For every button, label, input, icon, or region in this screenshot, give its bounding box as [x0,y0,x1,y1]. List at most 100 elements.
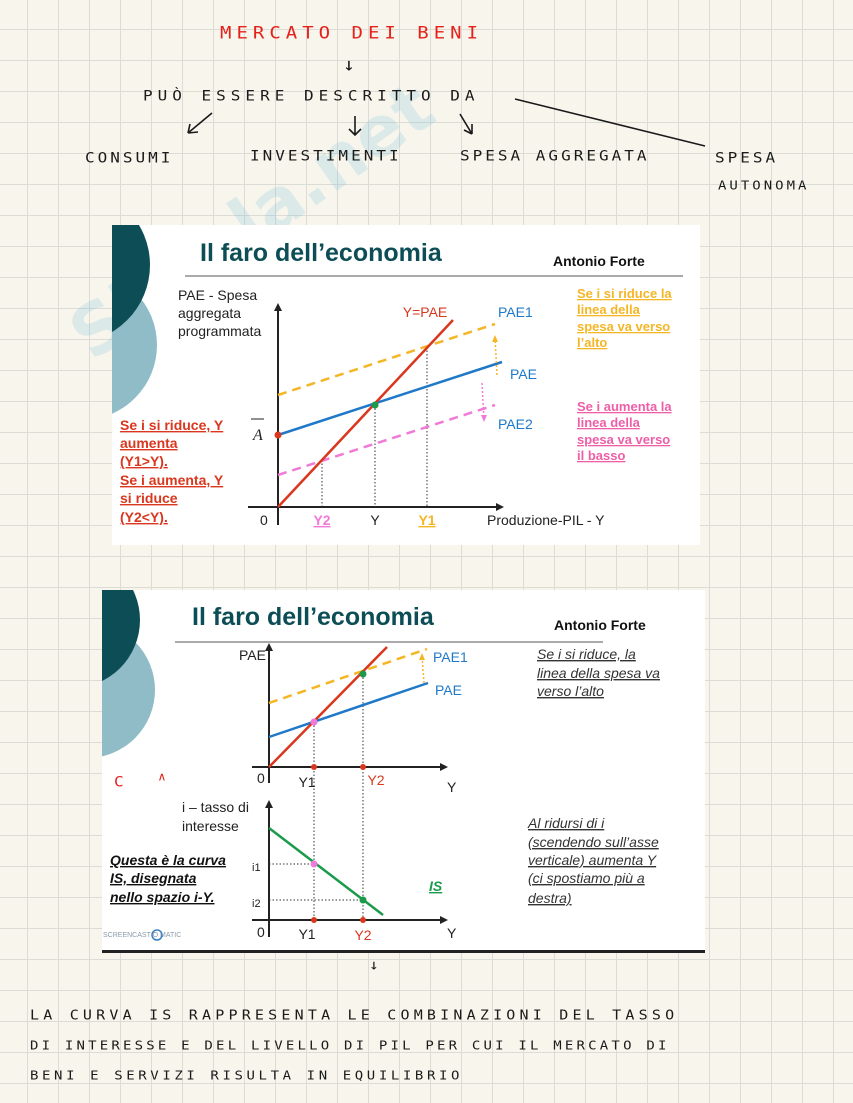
tick-y: Y [370,512,380,528]
label-pae: PAE [510,366,537,382]
screencast-logo-text: SCREENCAST O MATIC [103,932,181,939]
top-tick-y: Y [447,779,457,795]
arrow-consumi-icon [187,112,213,134]
svg-text:linea della: linea della [577,302,641,317]
equilibrium-point [371,401,379,409]
slide2-author: Antonio Forte [554,617,646,633]
svg-text:Al ridursi di i: Al ridursi di i [527,815,605,831]
label-pae: PAE [435,682,462,698]
points [310,670,367,923]
svg-text:linea della spesa va: linea della spesa va [537,665,660,681]
svg-text:aumenta: aumenta [120,435,178,451]
label-pae1: PAE1 [498,304,533,320]
bottom-y-label-2: interesse [182,818,239,834]
tick-origin: 0 [260,512,268,528]
arrow-investimenti-icon [348,116,362,137]
svg-text:Se i si riduce, Y: Se i si riduce, Y [120,417,224,433]
shift-up-arrow-icon [421,655,425,684]
margin-mark-caret: ∧ [158,770,169,785]
item-spesa: SPESA [715,148,779,167]
pae1-line [277,322,496,397]
shift-up-arrow-icon [494,336,498,376]
top-tick-origin: 0 [257,770,265,786]
notes-title: MERCATO DEI BENI [220,23,484,43]
svg-text:Se i aumenta la: Se i aumenta la [577,399,672,414]
note-down: Se i aumenta la linea della spesa va ver… [577,399,672,463]
svg-text:Se i si riduce, la: Se i si riduce, la [537,646,636,662]
label-pae2: PAE2 [498,416,533,432]
tick-y1: Y1 [418,512,435,528]
svg-text:si riduce: si riduce [120,490,178,506]
bottom-tick-y: Y [447,925,457,941]
line-to-spesa-autonoma [514,98,706,147]
label-y-eq-pae: Y=PAE [403,304,448,320]
pae-line [277,360,503,437]
slide2-graphic: Il faro dell’economia Antonio Forte PAE … [102,590,660,943]
svg-text:spesa va verso: spesa va verso [577,319,670,334]
svg-text:il basso: il basso [577,448,625,463]
top-tick-y1: Y1 [298,774,315,790]
y-eq-pae-line [277,319,454,508]
svg-text:(Y2<Y).: (Y2<Y). [120,509,168,525]
slide1-author: Antonio Forte [553,253,645,269]
label-pae1: PAE1 [433,649,468,665]
y-label-3: programmata [178,323,261,339]
bottom-tick-origin: 0 [257,924,265,940]
x-axis-arrow-icon [496,503,504,511]
svg-text:l’alto: l’alto [577,335,607,350]
shift-down-arrow-icon [481,382,485,421]
slide-1: Il faro dell’economia Antonio Forte PAE … [112,225,700,545]
bottom-tick-y1: Y1 [298,926,315,942]
is-label: IS [429,878,443,894]
tick-i2: i2 [252,898,261,910]
y-axis-arrow-icon [274,303,282,311]
svg-text:(ci spostiamo più a: (ci spostiamo più a [528,870,645,886]
svg-text:spesa va verso: spesa va verso [577,432,670,447]
item-autonoma: AUTONOMA [718,178,810,194]
slide-2: Il faro dell’economia Antonio Forte PAE … [102,590,705,953]
notes-line1: PUÒ ESSERE DESCRITTO DA [143,86,480,105]
pae-line [268,681,429,739]
svg-text:(scendendo sull’asse: (scendendo sull’asse [528,834,659,850]
svg-text:Se i aumenta, Y: Se i aumenta, Y [120,472,224,488]
note-left: Se i si riduce, Y aumenta (Y1>Y). Se i a… [120,417,224,525]
y-label-2: aggregata [178,305,241,321]
svg-text:linea della: linea della [577,415,641,430]
bottom-tick-y2: Y2 [354,927,371,943]
slide1-graphic: Il faro dell’economia Antonio Forte PAE … [112,225,683,528]
item-consumi: CONSUMI [85,148,174,167]
pae1-line [268,647,428,705]
arrow-down-icon: ↓ [343,53,359,75]
svg-text:Questa è la curva: Questa è la curva [110,852,226,868]
intercept-point [274,431,282,439]
item-investimenti: INVESTIMENTI [250,146,402,165]
tick-y2: Y2 [313,512,330,528]
top-y-label: PAE [239,647,266,663]
slide1-title: Il faro dell’economia [200,239,443,267]
note-up: Se i si riduce, la linea della spesa va … [537,646,660,699]
pae2-line [277,403,496,477]
svg-text:IS, disegnata: IS, disegnata [110,870,197,886]
note-left: Questa è la curva IS, disegnata nello sp… [110,852,226,905]
summary-line-2: DI INTERESSE E DEL LIVELLO DI PIL PER CU… [30,1038,670,1054]
x-axis-label: Produzione-PIL - Y [487,512,605,528]
y-label-1: PAE - Spesa [178,287,257,303]
note-up: Se i si riduce la linea della spesa va v… [577,286,672,350]
screencast-logo: SCREENCAST O MATIC [103,929,181,941]
svg-text:destra): destra) [528,890,572,906]
svg-text:(Y1>Y).: (Y1>Y). [120,453,168,469]
arrow-down-icon: ↓ [369,955,382,974]
svg-text:nello spazio i-Y.: nello spazio i-Y. [110,889,215,905]
y-eq-pae-line [268,646,388,768]
intercept-label: A [252,427,263,444]
item-spesa-aggregata: SPESA AGGREGATA [460,146,650,165]
margin-mark-c: C [114,772,127,791]
summary-line-1: LA CURVA IS RAPPRESENTA LE COMBINAZIONI … [30,1006,679,1024]
top-tick-y2: Y2 [367,772,384,788]
svg-text:Se i si riduce la: Se i si riduce la [577,286,672,301]
arrow-spesa-aggregata-icon [459,113,473,135]
summary-line-3: BENI E SERVIZI RISULTA IN EQUILIBRIO [30,1068,464,1084]
decor-circle-dark [112,225,150,332]
svg-text:verso l’alto: verso l’alto [537,683,604,699]
tick-i1: i1 [252,862,261,874]
